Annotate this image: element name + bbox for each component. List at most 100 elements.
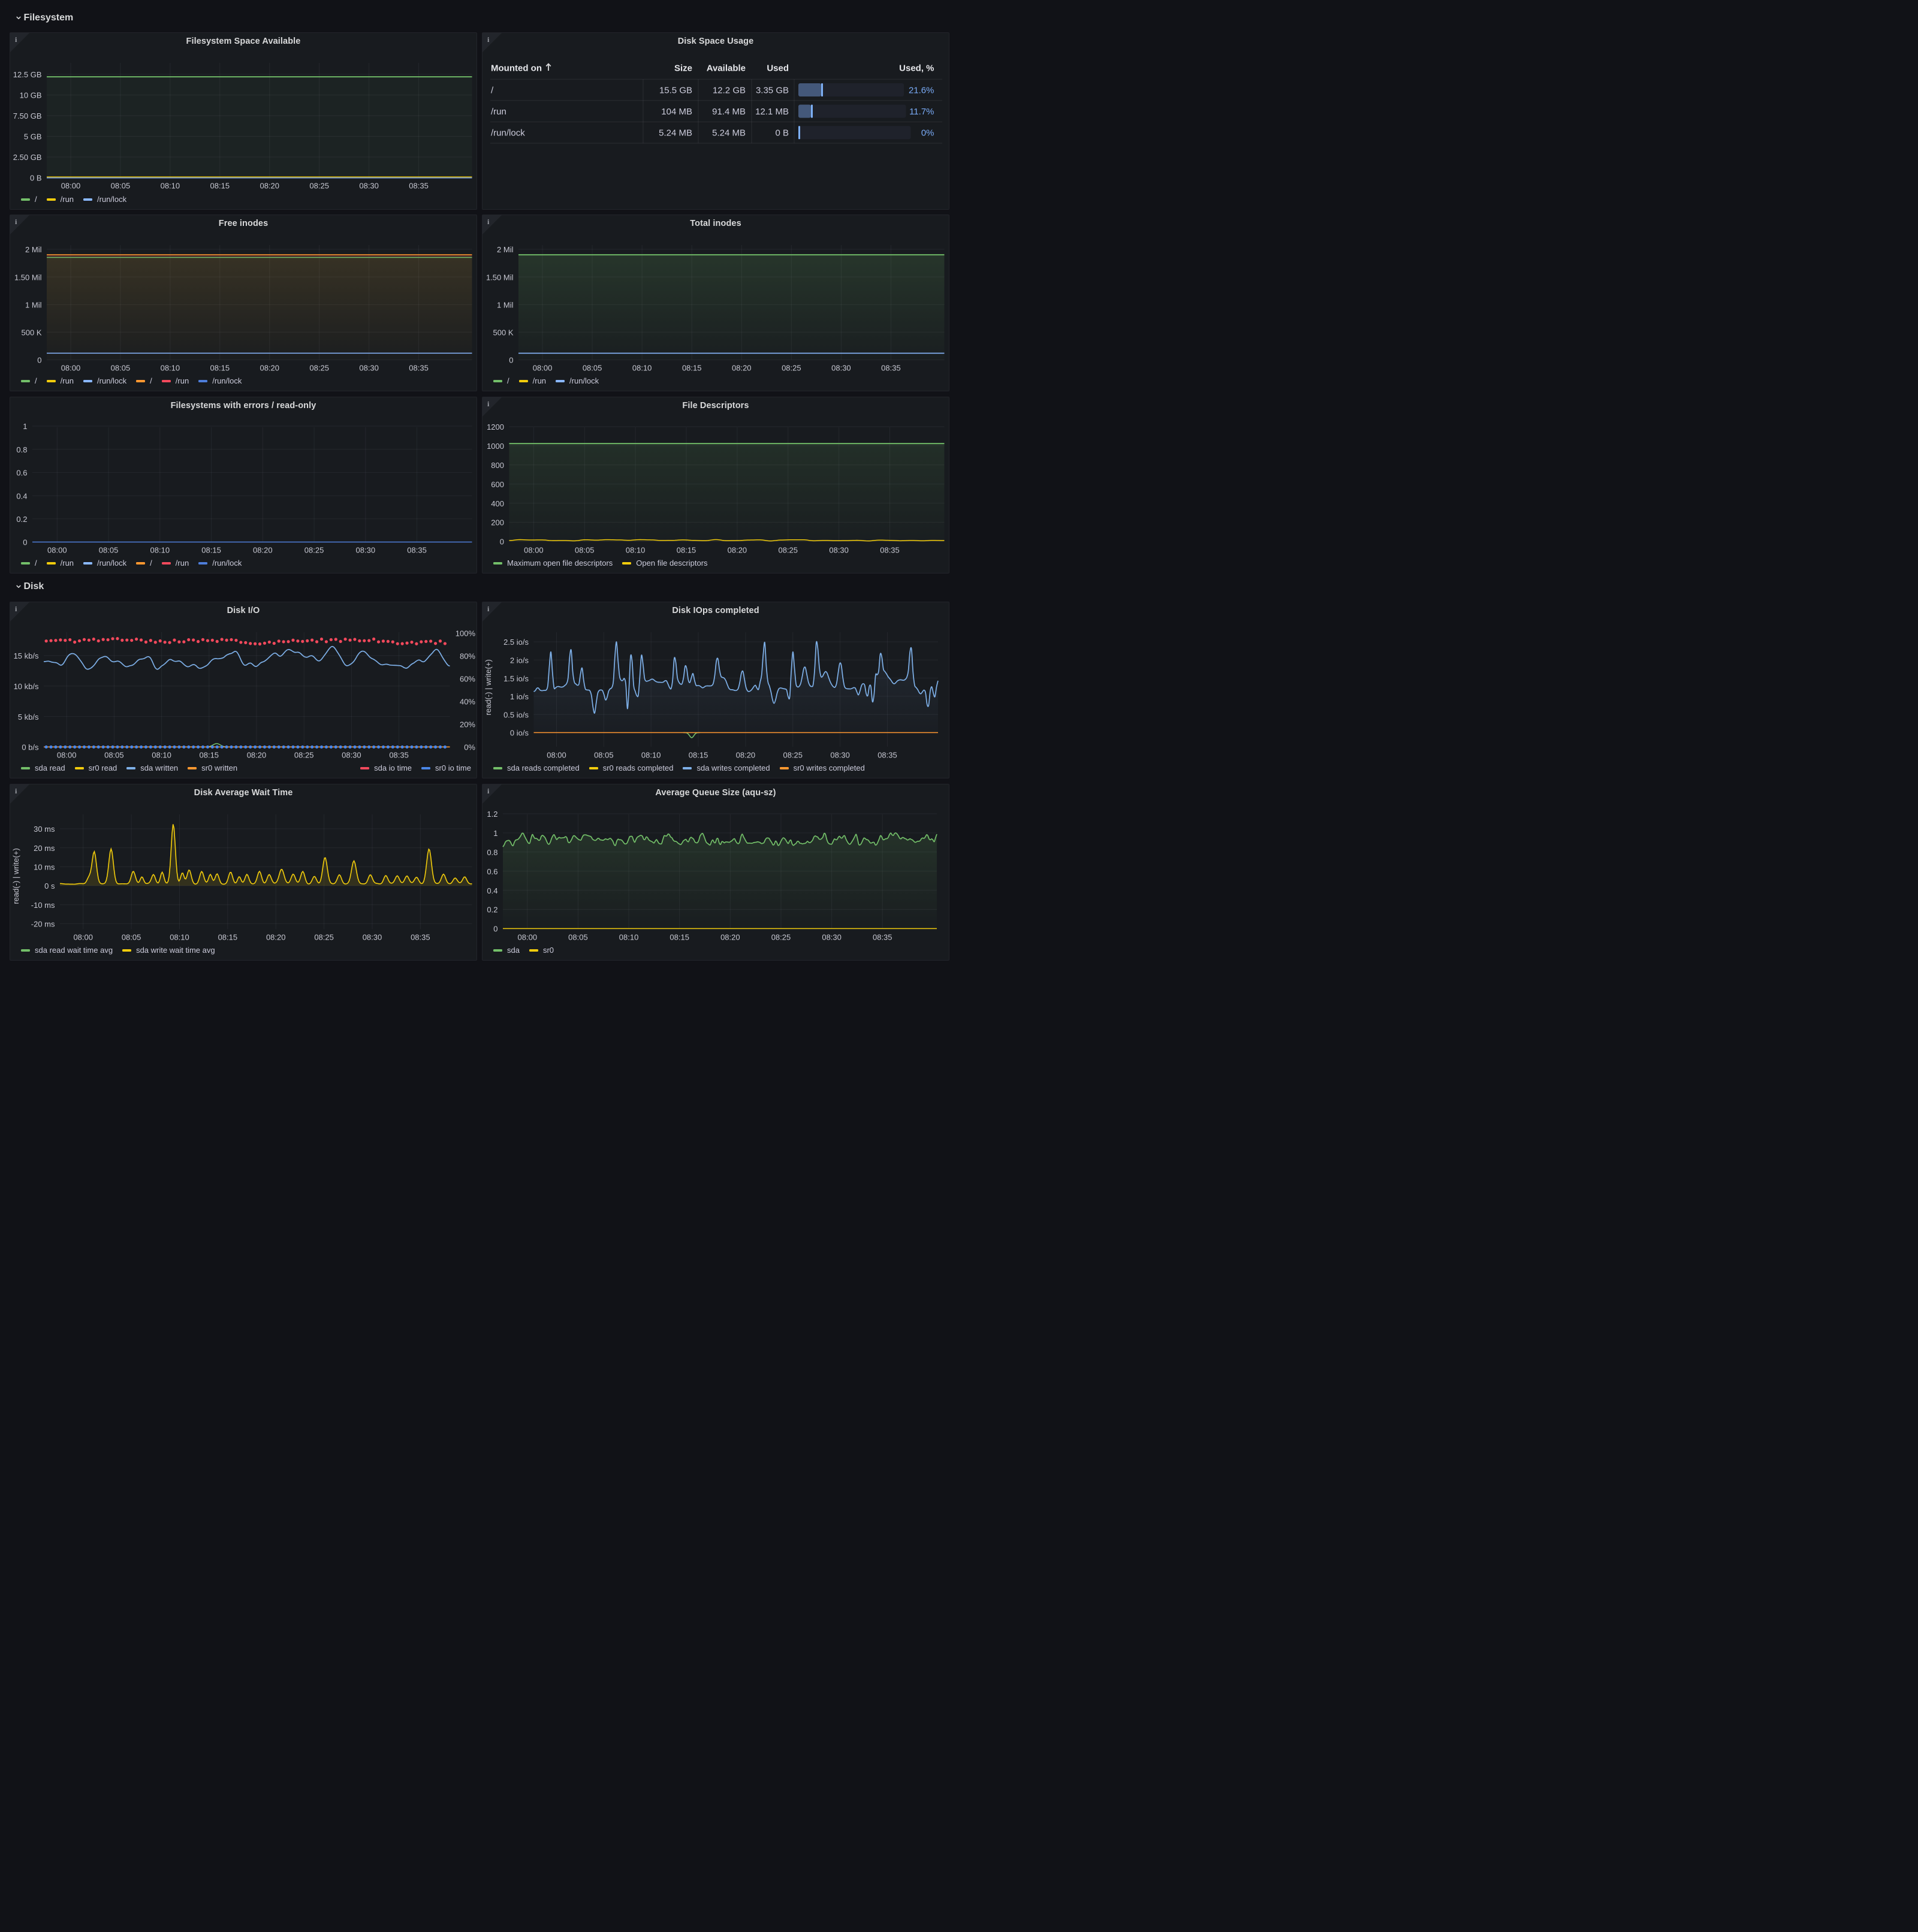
svg-text:10 GB: 10 GB (20, 91, 42, 100)
svg-text:08:10: 08:10 (632, 364, 652, 373)
svg-text:0.8: 0.8 (487, 848, 497, 857)
svg-text:08:35: 08:35 (407, 546, 427, 555)
svg-text:0%: 0% (464, 743, 475, 752)
svg-text:08:00: 08:00 (524, 546, 544, 555)
svg-text:08:10: 08:10 (641, 751, 661, 760)
svg-text:08:25: 08:25 (309, 364, 329, 373)
svg-text:08:35: 08:35 (881, 364, 901, 373)
svg-text:5 kb/s: 5 kb/s (18, 713, 39, 722)
svg-text:08:15: 08:15 (210, 364, 230, 373)
svg-text:0.4: 0.4 (16, 491, 27, 500)
svg-text:08:05: 08:05 (583, 364, 602, 373)
svg-text:Available: Available (707, 64, 746, 74)
svg-text:21.6%: 21.6% (909, 86, 934, 96)
svg-text:08:25: 08:25 (778, 546, 798, 555)
svg-text:0: 0 (23, 538, 27, 547)
svg-text:0 B: 0 B (775, 128, 789, 138)
svg-text:08:10: 08:10 (152, 751, 171, 760)
svg-text:1 Mil: 1 Mil (497, 300, 514, 309)
svg-text:Used: Used (767, 64, 789, 74)
svg-text:08:25: 08:25 (783, 751, 803, 760)
svg-text:0.2: 0.2 (16, 515, 27, 524)
svg-text:0.2: 0.2 (487, 905, 497, 914)
svg-text:08:15: 08:15 (677, 546, 696, 555)
svg-text:08:20: 08:20 (253, 546, 273, 555)
svg-text:08:35: 08:35 (409, 364, 429, 373)
svg-text:08:30: 08:30 (822, 933, 842, 942)
svg-text:100%: 100% (456, 629, 476, 638)
svg-text:08:05: 08:05 (122, 933, 141, 942)
svg-text:08:30: 08:30 (829, 546, 849, 555)
svg-text:2.50 GB: 2.50 GB (13, 153, 42, 162)
svg-text:400: 400 (491, 499, 504, 508)
svg-text:60%: 60% (460, 675, 475, 684)
svg-text:0 io/s: 0 io/s (510, 729, 529, 738)
svg-text:2 Mil: 2 Mil (497, 245, 514, 254)
svg-text:200: 200 (491, 518, 504, 527)
svg-text:0%: 0% (921, 128, 934, 138)
svg-text:08:05: 08:05 (104, 751, 124, 760)
svg-text:08:05: 08:05 (111, 364, 131, 373)
svg-text:08:20: 08:20 (720, 933, 740, 942)
svg-text:1 io/s: 1 io/s (510, 692, 529, 701)
svg-text:/run: /run (491, 107, 506, 117)
svg-text:08:15: 08:15 (201, 546, 221, 555)
svg-text:20%: 20% (460, 720, 475, 729)
svg-text:08:30: 08:30 (359, 182, 379, 191)
svg-text:-10 ms: -10 ms (31, 901, 55, 910)
svg-text:/run/lock: /run/lock (491, 128, 525, 138)
svg-text:0: 0 (509, 356, 513, 365)
svg-text:Mounted on: Mounted on (491, 64, 542, 74)
svg-text:08:15: 08:15 (200, 751, 219, 760)
svg-text:600: 600 (491, 480, 504, 489)
svg-text:08:05: 08:05 (111, 182, 131, 191)
svg-text:08:20: 08:20 (260, 364, 279, 373)
svg-text:800: 800 (491, 461, 504, 470)
svg-text:08:30: 08:30 (363, 933, 382, 942)
svg-text:7.50 GB: 7.50 GB (13, 111, 42, 120)
svg-text:5 GB: 5 GB (24, 132, 42, 141)
svg-text:0.6: 0.6 (487, 867, 497, 876)
svg-text:1.50 Mil: 1.50 Mil (14, 273, 42, 282)
svg-text:08:20: 08:20 (736, 751, 756, 760)
svg-text:08:00: 08:00 (547, 751, 566, 760)
svg-text:read(-) | write(+): read(-) | write(+) (11, 848, 20, 904)
svg-text:08:35: 08:35 (409, 182, 429, 191)
svg-text:500 K: 500 K (22, 328, 42, 337)
svg-text:Used, %: Used, % (899, 64, 934, 74)
svg-text:80%: 80% (460, 652, 475, 661)
svg-text:read(-) | write(+): read(-) | write(+) (484, 659, 493, 715)
svg-text:08:30: 08:30 (830, 751, 850, 760)
svg-text:08:10: 08:10 (161, 364, 180, 373)
svg-text:08:10: 08:10 (170, 933, 189, 942)
svg-text:3.35 GB: 3.35 GB (756, 86, 789, 96)
svg-text:-20 ms: -20 ms (31, 920, 55, 929)
svg-text:08:20: 08:20 (732, 364, 752, 373)
svg-text:1: 1 (23, 422, 27, 431)
svg-text:08:05: 08:05 (99, 546, 119, 555)
svg-text:0: 0 (500, 538, 504, 547)
svg-text:12.5 GB: 12.5 GB (13, 70, 42, 79)
svg-text:08:15: 08:15 (670, 933, 689, 942)
svg-text:08:00: 08:00 (61, 182, 81, 191)
svg-text:10 kb/s: 10 kb/s (14, 682, 39, 691)
svg-text:0.8: 0.8 (16, 445, 27, 454)
svg-text:08:05: 08:05 (568, 933, 588, 942)
svg-text:08:15: 08:15 (218, 933, 238, 942)
svg-text:08:10: 08:10 (619, 933, 639, 942)
svg-text:08:30: 08:30 (356, 546, 376, 555)
svg-text:08:00: 08:00 (57, 751, 77, 760)
svg-text:08:35: 08:35 (873, 933, 892, 942)
svg-text:91.4 MB: 91.4 MB (712, 107, 746, 117)
svg-text:2 io/s: 2 io/s (510, 656, 529, 665)
svg-text:15.5 GB: 15.5 GB (659, 86, 692, 96)
svg-text:08:25: 08:25 (309, 182, 329, 191)
svg-text:Size: Size (674, 64, 692, 74)
svg-text:08:00: 08:00 (518, 933, 538, 942)
svg-text:08:35: 08:35 (880, 546, 900, 555)
svg-text:08:20: 08:20 (260, 182, 279, 191)
svg-text:08:25: 08:25 (294, 751, 314, 760)
svg-text:08:15: 08:15 (682, 364, 702, 373)
svg-text:08:20: 08:20 (266, 933, 286, 942)
svg-text:11.7%: 11.7% (909, 107, 934, 117)
